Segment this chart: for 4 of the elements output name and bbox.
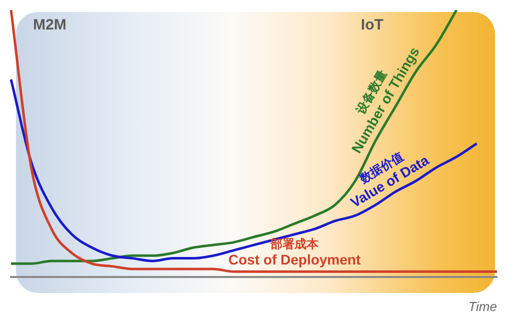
annotation: IoT bbox=[360, 16, 384, 34]
x-axis-title: Time bbox=[468, 298, 497, 314]
series-label: 部署成本 Cost of Deployment bbox=[228, 236, 361, 268]
annotation: M2M bbox=[33, 16, 66, 34]
